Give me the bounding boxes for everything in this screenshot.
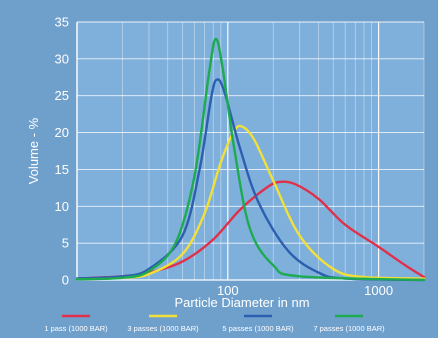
legend: 1 pass (1000 BAR) 3 passes (1000 BAR) 5 pa… bbox=[44, 314, 385, 333]
legend-item-2: 3 passes (1000 BAR) bbox=[127, 314, 199, 333]
y-tick-label: 15 bbox=[55, 162, 69, 177]
legend-item-4: 7 passes (1000 BAR) bbox=[313, 314, 385, 333]
x-axis-label: Particle Diameter in nm bbox=[174, 295, 309, 310]
series-line-2 bbox=[75, 124, 426, 281]
y-tick-label: 25 bbox=[55, 88, 69, 103]
y-tick-label: 0 bbox=[62, 273, 69, 288]
series-lines bbox=[75, 37, 426, 282]
y-tick-label: 30 bbox=[55, 51, 69, 66]
y-axis-label: Volume - % bbox=[26, 117, 41, 184]
x-axis-ticks: 100 1000 bbox=[217, 283, 393, 298]
y-tick-label: 35 bbox=[55, 15, 69, 30]
legend-label: 5 passes (1000 BAR) bbox=[222, 324, 294, 333]
y-tick-label: 5 bbox=[62, 236, 69, 251]
legend-item-1: 1 pass (1000 BAR) bbox=[44, 314, 108, 333]
x-tick-label: 100 bbox=[217, 283, 239, 298]
y-tick-label: 10 bbox=[55, 199, 69, 214]
legend-label: 3 passes (1000 BAR) bbox=[127, 324, 199, 333]
series-line-3 bbox=[75, 78, 426, 282]
series-line-4 bbox=[75, 37, 426, 282]
y-axis-ticks: 0 5 10 15 20 25 30 35 bbox=[55, 15, 69, 288]
x-tick-label: 1000 bbox=[364, 283, 393, 298]
legend-label: 7 passes (1000 BAR) bbox=[313, 324, 385, 333]
plot-area bbox=[77, 22, 424, 280]
legend-item-3: 5 passes (1000 BAR) bbox=[222, 314, 294, 333]
legend-label: 1 pass (1000 BAR) bbox=[44, 324, 108, 333]
y-tick-label: 20 bbox=[55, 125, 69, 140]
grid bbox=[76, 21, 425, 281]
